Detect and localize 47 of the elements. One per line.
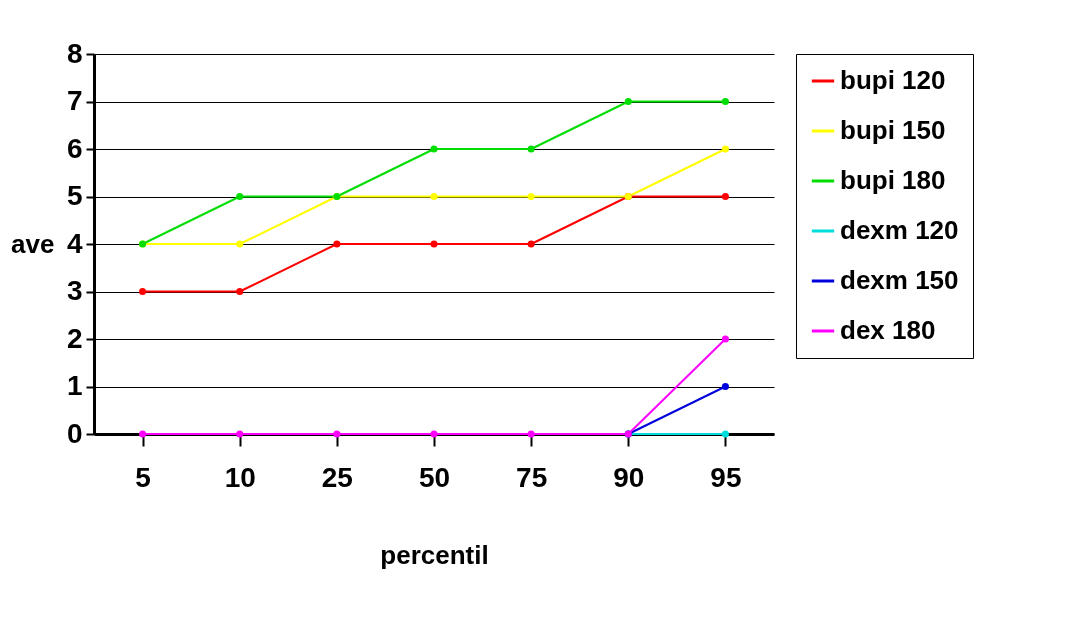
legend-label: bupi 180 xyxy=(840,165,946,195)
point xyxy=(236,192,244,201)
point xyxy=(430,192,438,201)
point xyxy=(721,382,729,391)
x-tick-label: 75 xyxy=(516,461,548,493)
point xyxy=(333,430,341,438)
y-tick-label: 6 xyxy=(66,132,83,164)
legend-label: dexm 120 xyxy=(840,215,959,245)
point xyxy=(139,430,147,438)
x-axis-title: percentil xyxy=(380,539,489,570)
y-tick-label: 5 xyxy=(66,180,83,211)
point xyxy=(721,97,729,106)
x-tick-label: 95 xyxy=(710,461,742,493)
point xyxy=(236,240,244,248)
legend-label: bupi 150 xyxy=(840,115,946,145)
x-tick-label: 10 xyxy=(224,461,256,493)
point xyxy=(527,430,535,438)
y-tick-label: 8 xyxy=(66,37,83,69)
point xyxy=(430,145,438,153)
point xyxy=(430,430,438,438)
legend-label: bupi 120 xyxy=(840,65,946,95)
point xyxy=(236,287,244,296)
point xyxy=(721,335,729,343)
y-tick-label: 0 xyxy=(66,417,83,449)
point xyxy=(721,145,729,153)
point xyxy=(527,240,535,248)
y-tick-label: 7 xyxy=(66,85,83,116)
legend-label: dexm 150 xyxy=(840,265,959,295)
x-tick-label: 25 xyxy=(321,461,353,493)
x-tick-label: 50 xyxy=(418,461,451,493)
point xyxy=(139,287,147,296)
point xyxy=(721,192,729,201)
y-tick-label: 4 xyxy=(66,227,83,259)
y-tick-label: 2 xyxy=(66,322,83,354)
y-tick-label: 3 xyxy=(66,275,83,306)
point xyxy=(236,430,244,438)
y-tick-label: 1 xyxy=(66,370,83,401)
point xyxy=(527,192,535,201)
x-tick-label: 90 xyxy=(613,461,645,493)
point xyxy=(624,97,632,106)
legend-label: dex 180 xyxy=(840,315,936,345)
y-axis-title: ave xyxy=(11,228,55,259)
point xyxy=(430,240,438,248)
point xyxy=(721,430,729,438)
x-tick-label: 5 xyxy=(135,461,151,493)
point xyxy=(333,240,341,248)
point xyxy=(527,145,535,153)
